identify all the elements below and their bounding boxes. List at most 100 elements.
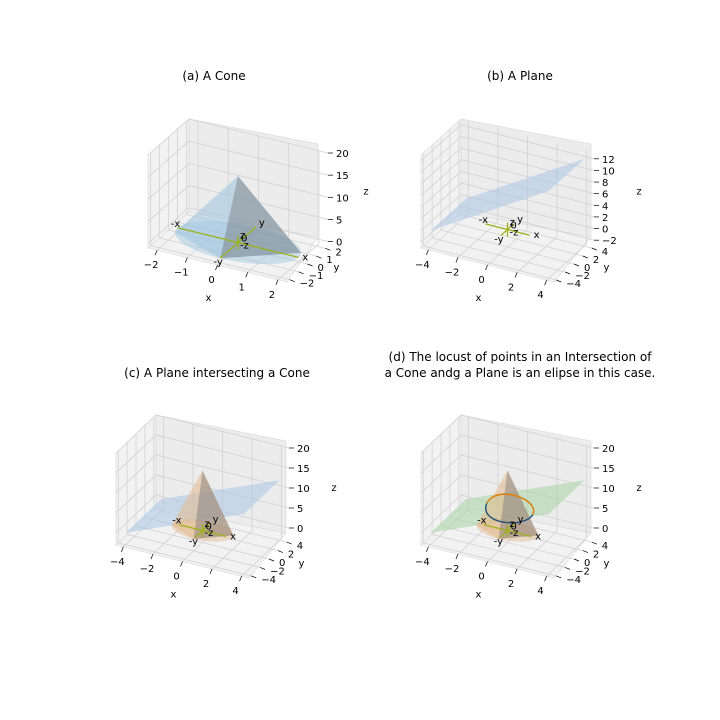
x-tick-label: −1: [174, 268, 189, 279]
grid-line-z: [147, 118, 329, 156]
y-tick-mark: [564, 271, 571, 275]
y-tick-label: 4: [602, 247, 608, 258]
y-tick-mark: [582, 550, 589, 553]
y-tick-mark: [325, 248, 331, 251]
grid-line-z: [420, 494, 595, 534]
chart-title: (a) A Cone: [182, 69, 245, 83]
origin-label-neg-x: -x: [172, 516, 182, 527]
grid-line-y: [440, 525, 575, 560]
y-axis-label: y: [299, 559, 305, 570]
y-tick-mark: [298, 271, 304, 275]
grid-line-z: [420, 170, 595, 208]
y-tick-label: −2: [575, 566, 590, 577]
y-tick-mark: [582, 255, 589, 259]
x-tick-label: −2: [445, 267, 460, 278]
origin-label-z: z: [240, 230, 245, 241]
grid-line-z: [420, 135, 595, 173]
y-tick-label: 4: [602, 541, 608, 552]
origin-label-neg-y: -y: [494, 235, 503, 246]
y-axis-label: y: [604, 559, 610, 570]
plane-surface: [430, 158, 585, 231]
grid-line-z: [115, 454, 290, 494]
x-tick-mark: [275, 279, 279, 285]
x-tick-mark: [544, 576, 547, 582]
grid-line-y: [449, 221, 583, 257]
cone-shaded-face: [193, 470, 234, 539]
x-tick-label: 4: [537, 290, 543, 301]
x-tick-mark: [485, 561, 488, 567]
z-tick-label: 5: [602, 504, 608, 515]
grid-line-y: [432, 534, 566, 568]
origin-label-x: x: [302, 252, 308, 263]
z-tick-label: 4: [602, 201, 608, 212]
y-tick-mark: [564, 567, 571, 570]
origin-label-x: x: [230, 531, 236, 542]
y-tick-label: 1: [326, 255, 332, 266]
grid-line-z: [115, 434, 290, 474]
origin-label-x: x: [535, 531, 541, 542]
x-tick-mark: [514, 568, 518, 574]
intersection-curve-back: [485, 503, 534, 524]
origin-label-neg-y: -y: [213, 257, 222, 268]
grid-line-z: [420, 124, 595, 162]
y-tick-mark: [268, 558, 275, 562]
grid-line-y: [423, 542, 557, 577]
x-tick-mark: [150, 554, 154, 560]
cone-shaded-face: [498, 470, 539, 539]
grid-line-y: [127, 534, 261, 568]
origin-label-zero: 0: [511, 522, 517, 533]
x-tick-label: −4: [415, 260, 430, 271]
z-axis-label: z: [363, 187, 368, 198]
cone-surface: [175, 176, 301, 265]
x-tick-mark: [239, 576, 242, 582]
x-tick-label: 2: [269, 290, 275, 301]
origin-axes: [483, 523, 532, 538]
y-tick-label: −4: [566, 279, 581, 290]
z-tick-label: −2: [602, 236, 617, 247]
y-tick-label: −2: [300, 279, 315, 290]
z-tick-label: 20: [602, 444, 615, 455]
z-tick-label: 12: [602, 155, 615, 166]
z-tick-label: 6: [602, 190, 608, 201]
z-tick-label: 10: [602, 484, 615, 495]
z-tick-label: 0: [336, 238, 342, 249]
y-tick-mark: [556, 279, 562, 283]
grid-line-z: [147, 184, 329, 222]
y-tick-mark: [307, 263, 313, 267]
x-tick-mark: [209, 568, 213, 574]
y-tick-mark: [286, 541, 292, 545]
origin-axes: [177, 226, 299, 259]
z-tick-label: 15: [602, 464, 615, 475]
y-tick-label: 2: [593, 550, 599, 561]
grid-line-z: [115, 494, 290, 534]
y-tick-mark: [591, 247, 597, 251]
cone-shaded-face: [220, 176, 301, 259]
y-tick-mark: [573, 558, 580, 562]
x-tick-mark: [426, 249, 429, 256]
x-tick-mark: [215, 264, 218, 271]
x-tick-label: 2: [508, 579, 514, 590]
x-tick-label: 0: [173, 572, 179, 583]
x-tick-label: 2: [203, 579, 209, 590]
x-tick-mark: [184, 257, 188, 263]
z-tick-label: 20: [297, 444, 310, 455]
origin-label-neg-x: -x: [477, 516, 487, 527]
x-tick-mark: [514, 272, 518, 278]
origin-label-neg-z: -z: [205, 528, 214, 539]
origin-label-zero: 0: [511, 221, 517, 232]
chart-title-line2: a Cone andg a Plane is an elipse in this…: [385, 366, 656, 380]
y-tick-label: 0: [318, 263, 324, 274]
y-tick-mark: [591, 541, 597, 545]
y-tick-mark: [277, 550, 284, 553]
grid-line-z: [420, 182, 595, 220]
x-tick-mark: [245, 272, 249, 278]
x-tick-label: −2: [445, 564, 460, 575]
x-tick-mark: [455, 554, 459, 560]
x-axis-label: x: [171, 590, 177, 601]
cone-front-face: [171, 470, 234, 539]
y-tick-label: 2: [593, 255, 599, 266]
x-tick-label: 0: [478, 275, 484, 286]
y-tick-label: −2: [575, 271, 590, 282]
z-tick-label: 10: [297, 484, 310, 495]
